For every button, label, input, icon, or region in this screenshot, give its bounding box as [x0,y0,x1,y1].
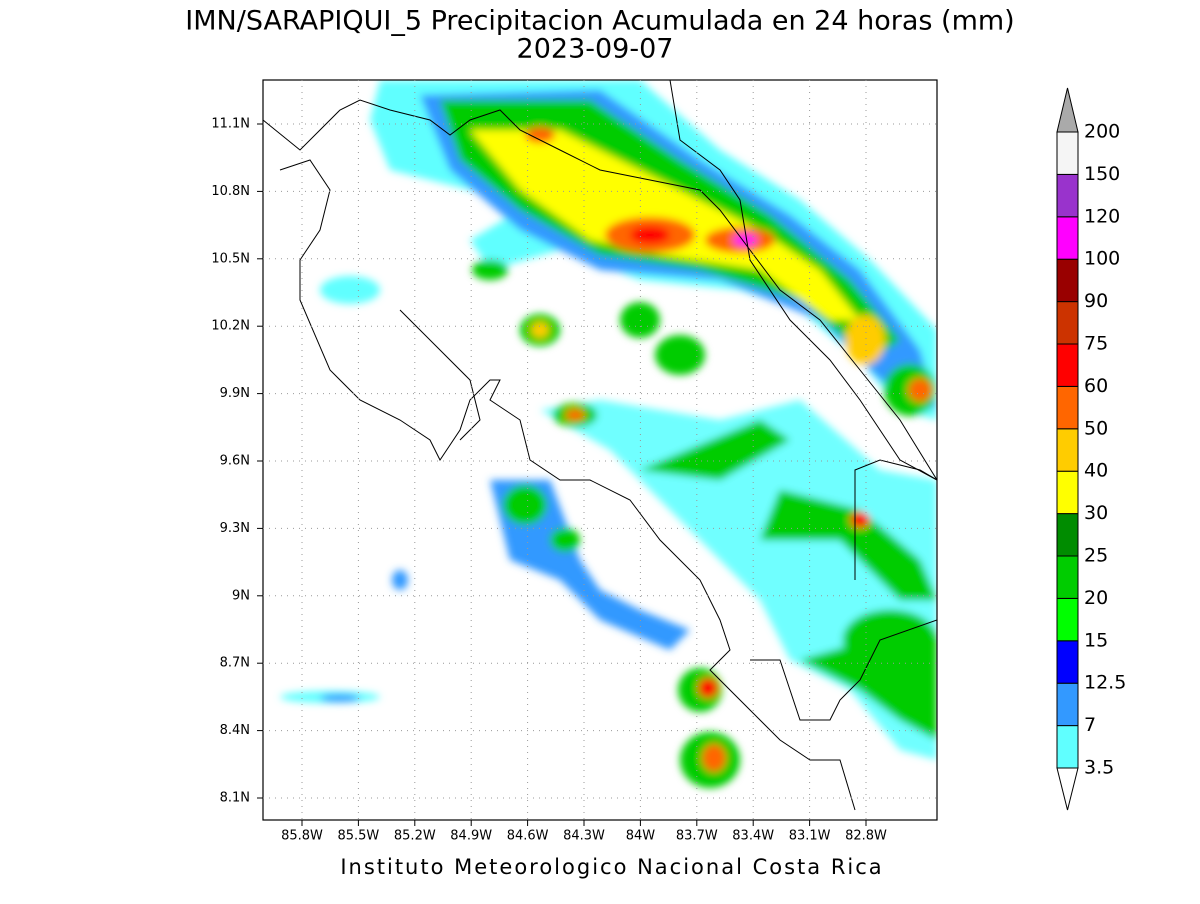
colorbar-box [1056,470,1079,515]
colorbar-box [1056,258,1079,303]
colorbar-box [1056,597,1079,642]
y-tick-label: 10.2N [211,319,250,334]
colorbar-box [1056,428,1079,472]
colorbar-label: 7 [1084,714,1096,736]
colorbar-box [1056,131,1079,175]
colorbar-box [1056,555,1079,599]
y-tick-label: 10.5N [211,251,250,266]
colorbar-label: 25 [1084,545,1108,567]
colorbar-label: 3.5 [1084,757,1114,779]
colorbar-cap [1056,767,1079,811]
colorbar-box [1056,725,1079,769]
y-tick-label: 10.8N [211,184,250,199]
x-tick-label: 84.6W [507,829,549,844]
x-tick-label: 85.8W [281,829,323,844]
x-tick-label: 84.9W [450,829,492,844]
colorbar-label: 150 [1084,163,1120,185]
colorbar-label: 30 [1084,502,1108,524]
x-tick-label: 83.4W [732,829,774,844]
colorbar-cap [1056,87,1079,133]
x-tick-label: 83.1W [789,829,831,844]
x-tick-label: 83.7W [676,829,718,844]
y-tick-label: 9.3N [220,521,250,536]
colorbar-label: 60 [1084,375,1108,397]
y-tick-label: 9.6N [220,454,250,469]
colorbar-label: 40 [1084,460,1108,482]
colorbar-label: 15 [1084,629,1108,651]
y-tick-label: 8.1N [220,791,250,806]
colorbar-box [1056,513,1079,557]
colorbar-label: 75 [1084,333,1108,355]
colorbar-label: 50 [1084,417,1108,439]
title: IMN/SARAPIQUI_5 Precipitacion Acumulada … [185,6,1014,37]
map-frame [262,79,938,821]
date: 2023-09-07 [517,34,674,65]
colorbar-box [1056,385,1079,430]
colorbar-label: 200 [1084,121,1120,143]
colorbar-box [1056,216,1079,260]
precip-field [263,80,937,811]
x-tick-label: 84.3W [563,829,605,844]
y-tick-label: 9N [232,588,250,603]
colorbar-label: 12.5 [1084,672,1126,694]
x-tick-label: 82.8W [845,829,887,844]
footer: Instituto Meteorologico Nacional Costa R… [340,855,883,879]
x-tick-label: 85.5W [337,829,379,844]
colorbar-box [1056,343,1079,387]
colorbar-box [1056,640,1079,684]
y-tick-label: 9.9N [220,386,250,401]
colorbar-box [1056,173,1079,218]
colorbar-label: 20 [1084,587,1108,609]
colorbar-label: 120 [1084,205,1120,227]
colorbar-box [1056,682,1079,727]
y-tick-label: 8.7N [220,656,250,671]
y-tick-label: 8.4N [220,723,250,738]
x-tick-label: 85.2W [394,829,436,844]
x-tick-label: 84W [626,829,656,844]
y-tick-label: 11.1N [211,117,250,132]
colorbar-label: 100 [1084,248,1120,270]
colorbar-label: 90 [1084,290,1108,312]
colorbar-box [1056,301,1079,345]
